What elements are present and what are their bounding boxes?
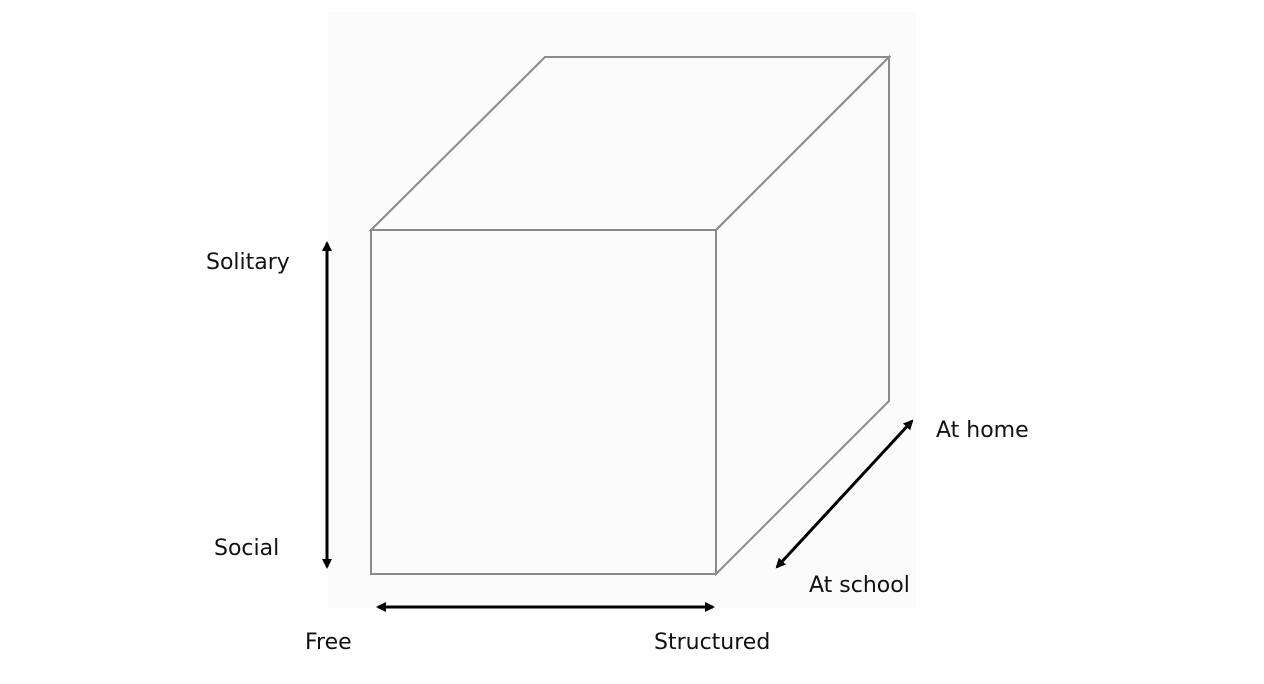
label-social: Social xyxy=(214,536,280,561)
cube-front-face xyxy=(370,229,717,575)
depth-axis-arrow xyxy=(775,419,914,569)
label-at-home: At home xyxy=(936,418,1029,443)
label-solitary: Solitary xyxy=(206,250,290,275)
label-structured: Structured xyxy=(654,630,771,655)
label-at-school: At school xyxy=(809,573,910,598)
label-free: Free xyxy=(305,630,352,655)
